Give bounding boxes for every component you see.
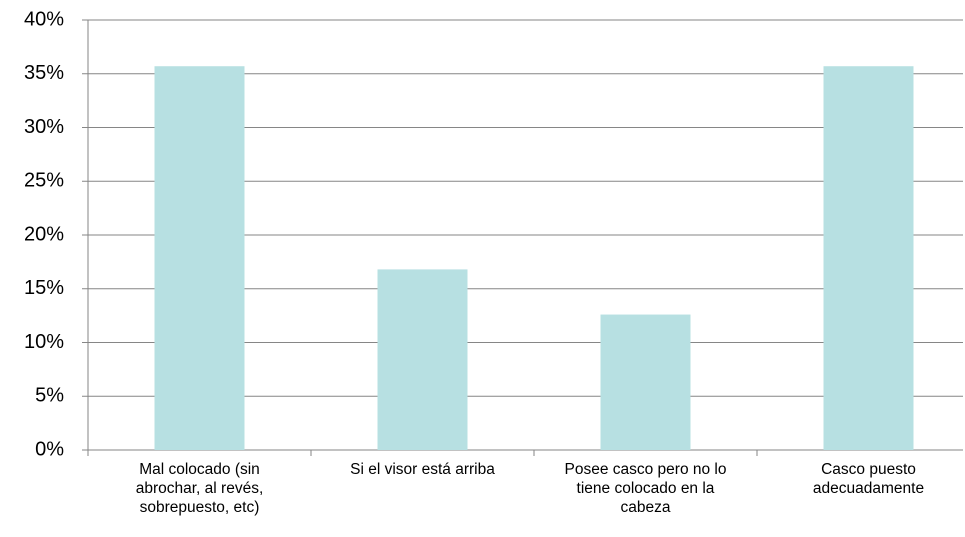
y-tick-label: 20% [24,223,64,245]
y-tick-label: 30% [24,116,64,138]
x-tick-label: Casco puesto adecuadamente [812,461,925,497]
bar [823,66,914,450]
y-tick-label: 25% [24,170,64,192]
y-tick-label: 35% [24,62,64,84]
y-tick-label: 40% [24,8,64,30]
bar [377,269,468,450]
bar [154,66,245,450]
bar [600,314,691,450]
x-tick-label: Posee casco pero no lo tiene colocado en… [564,461,727,516]
y-tick-label: 0% [35,438,64,460]
y-tick-label: 10% [24,331,64,353]
y-tick-label: 15% [24,277,64,299]
x-tick-label: Si el visor está arriba [350,461,495,478]
y-tick-label: 5% [35,385,64,407]
x-tick-label: Mal colocado (sin abrochar, al revés, so… [135,461,264,516]
